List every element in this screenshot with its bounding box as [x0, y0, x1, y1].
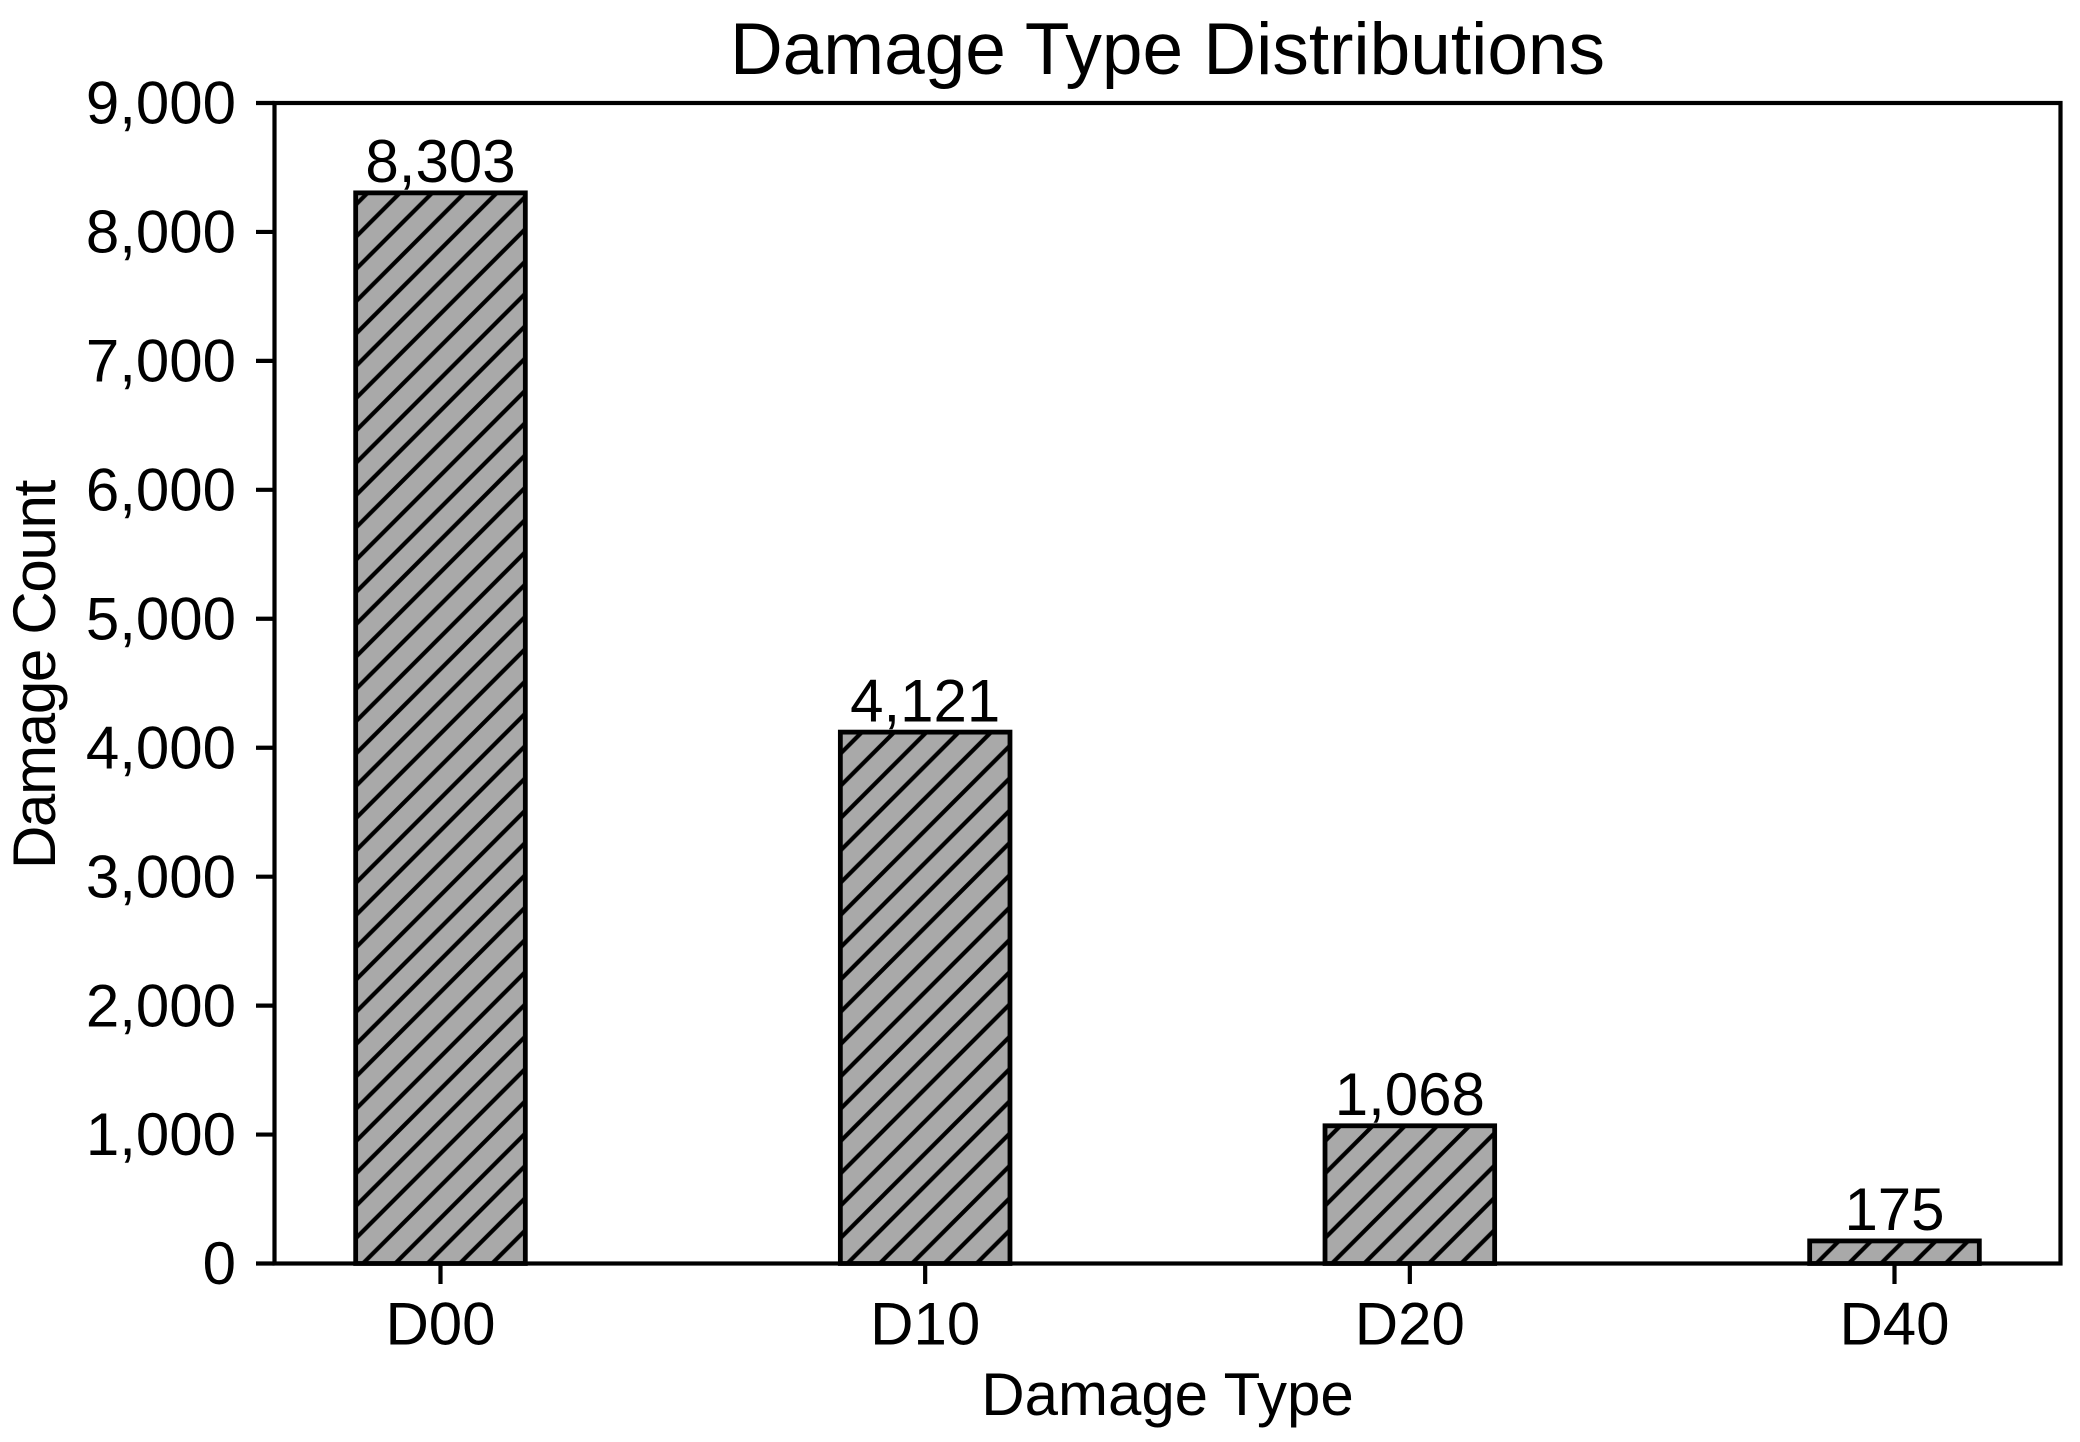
svg-text:8,000: 8,000	[86, 199, 236, 266]
svg-text:D20: D20	[1355, 1291, 1465, 1358]
svg-text:9,000: 9,000	[86, 70, 236, 137]
svg-text:175: 175	[1844, 1176, 1944, 1243]
svg-text:3,000: 3,000	[86, 843, 236, 910]
svg-text:D40: D40	[1839, 1291, 1949, 1358]
svg-text:8,303: 8,303	[365, 128, 515, 195]
svg-text:0: 0	[203, 1230, 236, 1297]
svg-text:4,121: 4,121	[850, 667, 1000, 734]
svg-text:7,000: 7,000	[86, 328, 236, 395]
svg-text:D00: D00	[385, 1291, 495, 1358]
svg-text:D10: D10	[870, 1291, 980, 1358]
svg-text:1,000: 1,000	[86, 1101, 236, 1168]
svg-text:5,000: 5,000	[86, 585, 236, 652]
svg-text:Damage Type Distributions: Damage Type Distributions	[730, 9, 1605, 90]
svg-text:Damage Type: Damage Type	[981, 1361, 1353, 1428]
svg-text:6,000: 6,000	[86, 457, 236, 524]
svg-text:4,000: 4,000	[86, 714, 236, 781]
svg-text:Damage Count: Damage Count	[1, 479, 68, 869]
svg-text:1,068: 1,068	[1335, 1061, 1485, 1128]
svg-text:2,000: 2,000	[86, 972, 236, 1039]
